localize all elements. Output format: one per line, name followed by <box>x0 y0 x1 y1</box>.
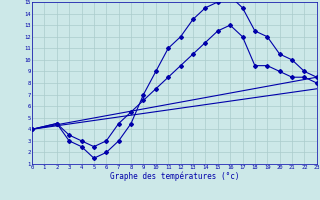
X-axis label: Graphe des températures (°c): Graphe des températures (°c) <box>110 172 239 181</box>
